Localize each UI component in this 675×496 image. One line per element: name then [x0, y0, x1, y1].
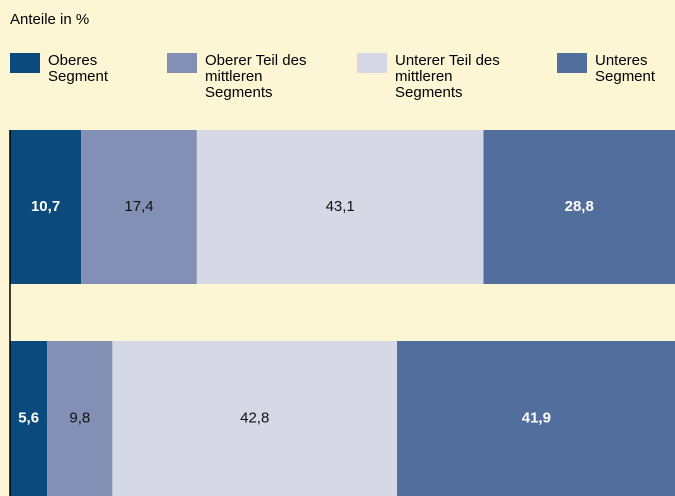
legend-swatch: [357, 53, 387, 73]
legend-label: Oberer Teil des mittleren Segments: [205, 52, 307, 101]
bar-segment: [81, 130, 197, 284]
value-label: 43,1: [326, 198, 355, 215]
legend-swatch: [557, 53, 587, 73]
value-label: 28,8: [565, 198, 594, 215]
legend-label: Unteres Segment: [595, 52, 656, 85]
legend-label: Unterer Teil des mittleren Segments: [395, 52, 500, 101]
value-label: 5,6: [18, 409, 39, 426]
bar-segment: [10, 130, 82, 284]
legend-swatch: [167, 53, 197, 73]
bar-segment: [397, 341, 675, 496]
legend-label: Oberes Segment: [48, 52, 109, 85]
legend-item: Unteres Segment: [557, 53, 675, 85]
bar-segment: [483, 130, 675, 284]
value-label: 17,4: [124, 198, 153, 215]
legend-swatch: [10, 53, 40, 73]
chart-title: Anteile in %: [10, 11, 90, 28]
legend-item: Unterer Teil des mittleren Segments: [357, 53, 505, 101]
bar-segment: [47, 341, 113, 496]
legend-item: Oberes Segment: [10, 53, 158, 85]
bar-segment: [112, 341, 398, 496]
bar-segment: [196, 130, 484, 284]
value-label: 10,7: [31, 198, 60, 215]
value-label: 42,8: [240, 409, 269, 426]
legend-item: Oberer Teil des mittleren Segments: [167, 53, 315, 101]
value-label: 41,9: [522, 409, 551, 426]
bar-segment: [10, 341, 48, 496]
value-label: 9,8: [69, 409, 90, 426]
